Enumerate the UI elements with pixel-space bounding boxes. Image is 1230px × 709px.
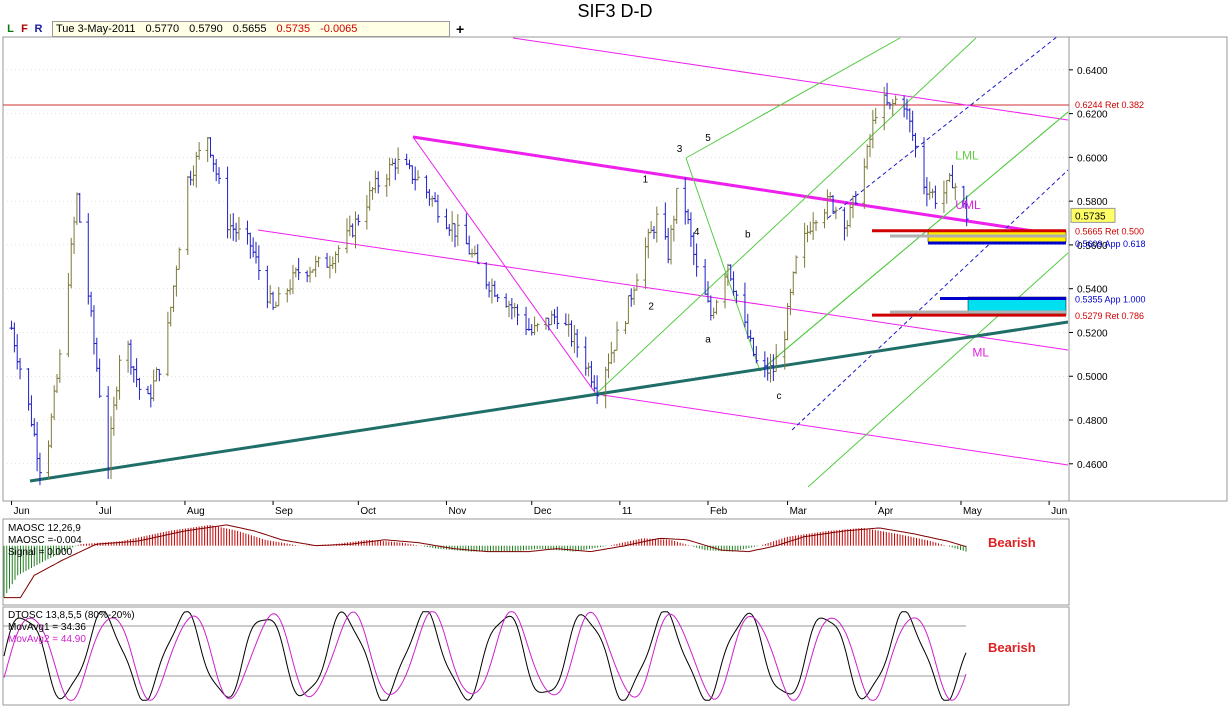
x-tick-label: Nov — [448, 506, 466, 517]
fib-level-label: 0.5609 App 0.618 — [1075, 239, 1146, 249]
chart-drawings — [3, 35, 1069, 488]
y-tick-label: 0.5000 — [1077, 372, 1108, 383]
green-channel-line-4 — [807, 252, 1069, 488]
readout-date: Tue 3-May-2011 — [56, 23, 136, 35]
readout-open: 0.5770 — [145, 23, 180, 35]
dtosc-bearish-label: Bearish — [988, 640, 1036, 655]
dtosc-line-movavg2 — [3, 611, 967, 701]
maosc-signal-line — [4, 524, 967, 599]
maosc-frame — [2, 518, 1070, 606]
x-tick-label: 11 — [622, 506, 633, 517]
maosc-legend-item: MAOSC 12,26,9 — [8, 523, 81, 534]
readout-close: 0.5735 — [276, 23, 311, 35]
y-tick-label: 0.6200 — [1077, 110, 1108, 121]
price-panel: 0.4600 0.4800 0.5000 0.5200 0.5400 0.5600 0.58… — [2, 35, 1228, 517]
x-tick-labels: Jun Jul Aug Sep Oct Nov Dec 11 Feb Mar Apr May Jun — [11, 501, 1067, 517]
x-tick-label: Apr — [878, 506, 894, 517]
readout-high: 0.5790 — [189, 23, 223, 35]
green-channel-line-1 — [595, 37, 977, 395]
fib-level-label: 0.5355 App 1.000 — [1075, 295, 1146, 305]
price-bars — [9, 82, 969, 486]
fib-level-label: 0.5665 Ret 0.500 — [1075, 227, 1144, 237]
x-tick-label: Sep — [275, 506, 293, 517]
retracement-toggle-button[interactable]: R — [34, 23, 43, 35]
wave-label: c — [777, 391, 782, 402]
fib-level-label: 0.6244 Ret 0.382 — [1075, 100, 1144, 110]
price-axis — [1068, 36, 1228, 502]
y-tick-label: 0.5600 — [1077, 241, 1108, 252]
plus-icon[interactable]: + — [456, 21, 465, 37]
maosc-bearish-label: Bearish — [988, 535, 1036, 550]
x-tick-label: Mar — [790, 506, 808, 517]
wave-label: a — [705, 334, 711, 345]
maosc-legend-item: MAOSC =-0.004 — [8, 535, 82, 546]
maosc-legend-item: Signal = 0.000 — [8, 547, 73, 558]
pitchfork-ml-line — [257, 229, 1069, 351]
y-tick-label: 0.4600 — [1077, 460, 1108, 471]
x-tick-label: Jun — [14, 506, 30, 517]
readout-low: 0.5655 — [232, 23, 267, 35]
pitchfork-label: ML — [972, 346, 989, 360]
last-price-box — [1070, 207, 1116, 223]
chart-title: SIF3 D-D — [577, 1, 653, 21]
line-toggle-button[interactable]: L — [7, 23, 14, 35]
dtosc-legend-item: DTOSC 13,8,5,5 (80%-20%) — [8, 610, 135, 621]
x-tick-label: May — [963, 506, 982, 517]
pitchfork-label: UML — [955, 198, 981, 212]
readout-change: -0.0065 — [320, 23, 358, 35]
green-diag — [759, 111, 1069, 372]
x-tick-label: Dec — [534, 506, 552, 517]
x-tick-label: Jun — [1051, 506, 1067, 517]
y-tick-label: 0.5400 — [1077, 285, 1108, 296]
y-tick-label: 0.6400 — [1077, 66, 1108, 77]
blue-dashed-line-1 — [791, 169, 1069, 431]
pitchfork-label: LML — [955, 149, 979, 163]
dtosc-line-movavg1 — [3, 611, 967, 701]
dtosc-legend-item: MovAvg2 = 44.90 — [8, 634, 86, 645]
dtosc-legend: DTOSC 13,8,5,5 (80%-20%)MovAvg1 = 34.36M… — [8, 610, 135, 645]
y-tick-label: 0.5800 — [1077, 197, 1108, 208]
pitchfork-median-line — [412, 135, 1067, 238]
wave-label: 2 — [648, 301, 654, 312]
x-tick-label: Feb — [710, 506, 728, 517]
x-tick-label: Jul — [99, 506, 112, 517]
fib-level-label: 0.5279 Ret 0.786 — [1075, 311, 1144, 321]
green-channel-line-2 — [685, 37, 901, 159]
dtosc-legend-item: MovAvg1 = 34.36 — [8, 622, 86, 633]
last-price-label: 0.5735 — [1075, 211, 1106, 222]
y-tick-label: 0.4800 — [1077, 416, 1108, 427]
wave-labels: 1 2 3 4 5 a b c — [643, 133, 782, 402]
pitchfork-handle-line — [412, 136, 597, 395]
wave-label: 3 — [677, 144, 683, 155]
dtosc-panel: DTOSC 13,8,5,5 (80%-20%)MovAvg1 = 34.36M… — [2, 606, 1070, 706]
y-tick-labels: 0.4600 0.4800 0.5000 0.5200 0.5400 0.5600 0.58… — [1069, 66, 1108, 471]
long-trendline — [29, 320, 1069, 483]
fibonacci-toggle-button[interactable]: F — [21, 23, 28, 35]
x-tick-label: Aug — [187, 506, 205, 517]
y-tick-label: 0.5200 — [1077, 328, 1108, 339]
wave-label: 1 — [643, 175, 649, 186]
wave-label: b — [745, 229, 751, 240]
y-tick-label: 0.6000 — [1077, 153, 1108, 164]
fib-levels: 0.6244 Ret 0.382 0.5665 Ret 0.500 0.5609 A… — [872, 100, 1146, 321]
pitchfork-labels: LML UML ML — [955, 149, 989, 360]
pitchfork-lower-line — [595, 393, 1069, 466]
x-tick-label: Oct — [360, 506, 376, 517]
price-panel-frame — [2, 36, 1070, 502]
last-price-marker: 0.5735 — [1070, 207, 1116, 223]
y-gridlines — [3, 69, 1069, 465]
wave-label: 5 — [705, 133, 711, 144]
pitchfork-upper-line — [512, 37, 1069, 121]
wave-label: 4 — [694, 227, 700, 238]
